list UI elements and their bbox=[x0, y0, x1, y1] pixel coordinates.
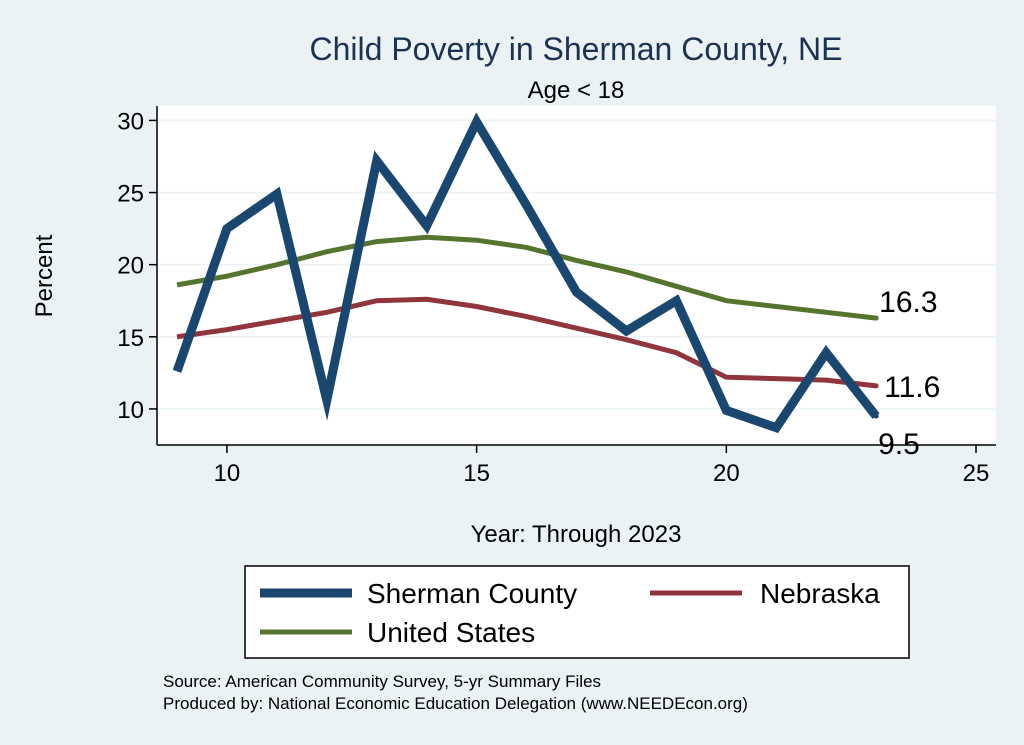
x-axis-title: Year: Through 2023 bbox=[471, 521, 682, 548]
chart-title: Child Poverty in Sherman County, NE bbox=[310, 31, 843, 67]
y-axis-title: Percent bbox=[31, 234, 58, 317]
series bbox=[172, 112, 880, 434]
end-point-nebraska bbox=[873, 383, 879, 389]
axes: 10 15 20 25 30 10 15 20 25 bbox=[117, 106, 996, 487]
end-label-nebraska: 11.6 bbox=[884, 371, 940, 404]
x-tick-label-20: 20 bbox=[713, 460, 740, 487]
y-tick-label-30: 30 bbox=[117, 108, 144, 135]
y-tick-label-20: 20 bbox=[117, 253, 144, 280]
y-tick-label-15: 15 bbox=[117, 325, 144, 352]
plot-area bbox=[157, 106, 996, 445]
series-line-nebraska bbox=[176, 296, 877, 389]
legend-label-nebraska: Nebraska bbox=[760, 578, 880, 609]
end-label-sherman-county: 9.5 bbox=[878, 428, 920, 461]
x-tick-label-15: 15 bbox=[463, 460, 490, 487]
chart-subtitle: Age < 18 bbox=[528, 77, 625, 104]
legend-label-united-states: United States bbox=[367, 617, 535, 648]
x-tick-label-10: 10 bbox=[214, 460, 241, 487]
end-labels: 9.5 11.6 16.3 bbox=[873, 286, 940, 461]
end-point-united-states bbox=[873, 315, 879, 321]
series-line-sherman-county bbox=[172, 112, 880, 434]
legend-box bbox=[244, 565, 910, 659]
y-tick-label-25: 25 bbox=[117, 181, 144, 208]
produced-by-line: Produced by: National Economic Education… bbox=[163, 694, 748, 713]
end-label-united-states: 16.3 bbox=[879, 286, 937, 319]
y-tick-label-10: 10 bbox=[117, 397, 144, 424]
legend-label-sherman-county: Sherman County bbox=[367, 578, 577, 609]
end-point-sherman-county bbox=[873, 413, 879, 419]
source-line: Source: American Community Survey, 5-yr … bbox=[163, 672, 601, 691]
legend: Sherman County Nebraska United States bbox=[244, 565, 910, 659]
x-tick-label-25: 25 bbox=[963, 460, 990, 487]
